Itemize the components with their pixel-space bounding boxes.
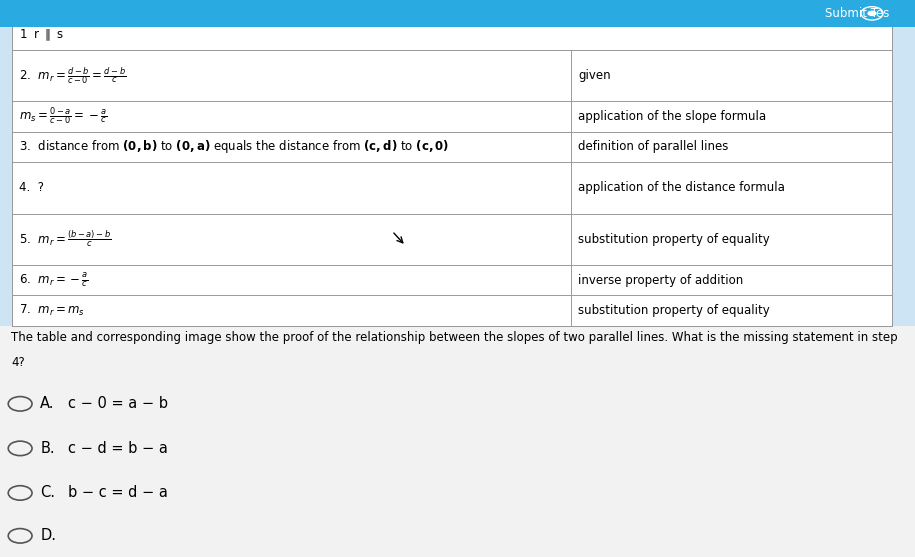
Bar bbox=[0, 0, 915, 27]
Circle shape bbox=[867, 11, 877, 16]
Text: $m_s = \frac{0-a}{c-0} = -\frac{a}{c}$: $m_s = \frac{0-a}{c-0} = -\frac{a}{c}$ bbox=[19, 106, 107, 128]
Text: definition of parallel lines: definition of parallel lines bbox=[578, 140, 728, 154]
Text: 6.  $m_r = -\frac{a}{c}$: 6. $m_r = -\frac{a}{c}$ bbox=[19, 271, 89, 289]
Text: c − d = b − a: c − d = b − a bbox=[68, 441, 167, 456]
Text: 2.  $m_r = \frac{d-b}{c-0} = \frac{d-b}{c}$: 2. $m_r = \frac{d-b}{c-0} = \frac{d-b}{c… bbox=[19, 65, 126, 86]
Text: B.: B. bbox=[40, 441, 55, 456]
Text: Submit Tes: Submit Tes bbox=[825, 7, 889, 20]
Text: given: given bbox=[578, 69, 611, 82]
Text: 4.  ?: 4. ? bbox=[19, 182, 44, 194]
Bar bbox=[0, 326, 915, 557]
Text: A.: A. bbox=[40, 397, 55, 411]
Text: 7.  $m_r = m_s$: 7. $m_r = m_s$ bbox=[19, 303, 85, 318]
Text: 5.  $m_r = \frac{(b-a)-b}{c}$: 5. $m_r = \frac{(b-a)-b}{c}$ bbox=[19, 229, 112, 250]
Text: 1  r $\parallel$ s: 1 r $\parallel$ s bbox=[19, 27, 64, 42]
Bar bbox=[12, 19, 892, 326]
Text: 3.  distance from $\mathbf{(0,b)}$ to $\mathbf{(0,a)}$ equals the distance from : 3. distance from $\mathbf{(0,b)}$ to $\m… bbox=[19, 139, 449, 155]
Text: substitution property of equality: substitution property of equality bbox=[578, 233, 770, 246]
Text: c − 0 = a − b: c − 0 = a − b bbox=[68, 397, 167, 411]
Text: 4?: 4? bbox=[11, 356, 25, 369]
Text: C.: C. bbox=[40, 486, 55, 500]
Text: application of the slope formula: application of the slope formula bbox=[578, 110, 766, 123]
Text: b − c = d − a: b − c = d − a bbox=[68, 486, 167, 500]
Text: application of the distance formula: application of the distance formula bbox=[578, 182, 785, 194]
Text: D.: D. bbox=[40, 529, 56, 543]
Text: inverse property of addition: inverse property of addition bbox=[578, 273, 743, 287]
Text: substitution property of equality: substitution property of equality bbox=[578, 304, 770, 317]
Text: The table and corresponding image show the proof of the relationship between the: The table and corresponding image show t… bbox=[11, 331, 898, 344]
